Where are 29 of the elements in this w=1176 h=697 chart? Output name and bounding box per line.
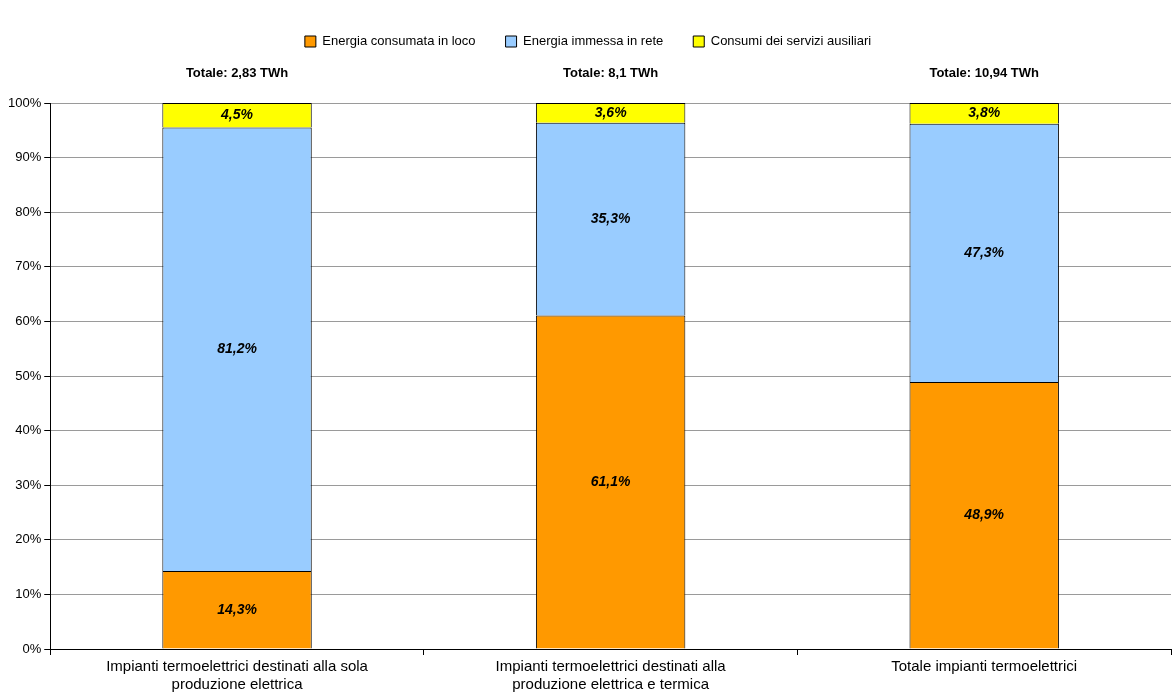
annotation: Totale: 8,1 TWh [563, 64, 659, 80]
legend-label: Energia consumata in loco [322, 33, 476, 49]
y-tick-label: 80% [15, 203, 42, 219]
y-tick-label: 30% [15, 476, 42, 492]
data-label: 3,8% [968, 104, 1001, 121]
y-tick-label: 50% [15, 367, 42, 383]
data-label: 14,3% [217, 600, 258, 617]
x-tick-label: Totale impianti termoelettrici [891, 657, 1078, 675]
data-label: 4,5% [220, 106, 254, 123]
y-tick-label: 0% [22, 640, 42, 656]
y-tick-label: 90% [15, 149, 42, 165]
legend-label: Energia immessa in rete [523, 33, 664, 49]
y-tick-label: 100% [8, 94, 42, 110]
legend-label: Consumi dei servizi ausiliari [710, 33, 872, 49]
data-label: 3,6% [594, 103, 628, 120]
data-label: 61,1% [590, 472, 632, 489]
annotation: Totale: 2,83 TWh [185, 64, 289, 80]
x-tick-label: Impianti termoelettrici destinati alla sola produzione elettrica [106, 657, 369, 693]
y-tick-label: 70% [15, 258, 42, 274]
data-label: 48,9% [963, 506, 1005, 523]
annotation: Totale: 10,94 TWh [929, 64, 1040, 80]
y-tick-label: 20% [15, 531, 42, 547]
y-tick-label: 40% [15, 422, 42, 438]
data-label: 35,3% [590, 209, 632, 226]
data-label: 81,2% [217, 340, 258, 357]
x-tick-label: Impianti termoelettrici destinati alla produzione elettrica e termica [495, 657, 727, 693]
y-tick-label: 60% [15, 312, 42, 328]
y-tick-label: 10% [15, 585, 42, 601]
data-label: 47,3% [963, 243, 1005, 260]
